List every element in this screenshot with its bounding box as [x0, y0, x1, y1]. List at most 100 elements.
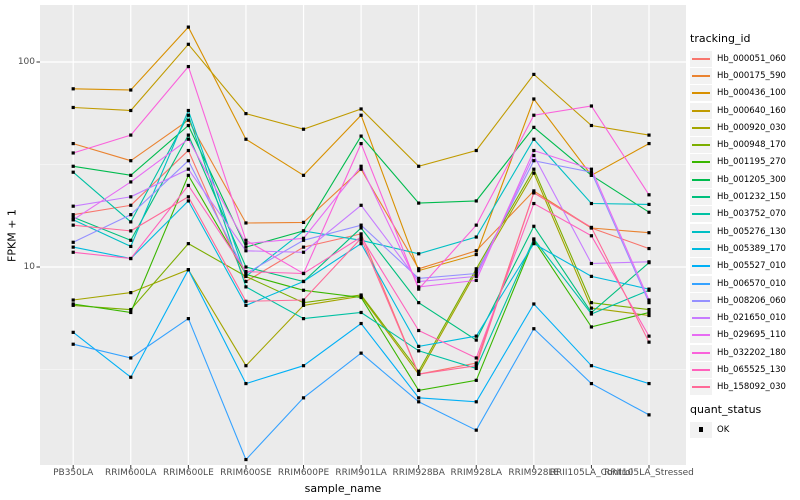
data-point-marker	[359, 242, 363, 246]
data-point-marker	[71, 223, 75, 227]
data-point-marker	[186, 113, 190, 117]
data-point-marker	[186, 137, 190, 141]
data-point-marker	[474, 148, 478, 153]
data-point-marker	[417, 201, 421, 205]
legend-entry-label: Hb_005276_130	[717, 226, 786, 237]
legend-entry-label: Hb_008206_060	[717, 295, 786, 306]
data-point-marker	[532, 189, 536, 193]
data-point-marker	[647, 334, 651, 338]
data-point-marker	[589, 261, 594, 266]
data-point-marker	[417, 372, 421, 376]
data-point-marker	[129, 356, 133, 360]
legend-entry-Hb_000436_100: Hb_000436_100	[690, 85, 798, 102]
data-point-marker	[301, 220, 306, 225]
data-point-marker	[589, 306, 594, 310]
data-point-marker	[129, 244, 133, 249]
data-point-marker	[417, 369, 421, 373]
legend-entry-Hb_001195_270: Hb_001195_270	[690, 154, 798, 171]
data-point-marker	[647, 310, 651, 315]
x-tick-label: RRIM600SE	[220, 468, 272, 478]
data-point-marker	[244, 299, 248, 303]
data-point-marker	[301, 127, 306, 131]
data-point-marker	[589, 234, 594, 238]
legend-entry-Hb_005276_130: Hb_005276_130	[690, 223, 798, 240]
data-point-marker	[244, 249, 248, 253]
data-point-marker	[129, 159, 133, 163]
data-point-marker	[647, 231, 651, 235]
data-point-marker	[71, 213, 75, 217]
legend-entry-label: Hb_029695_110	[717, 330, 786, 341]
data-point-marker	[474, 278, 478, 283]
legend-entry-ok: OK	[690, 421, 798, 438]
y-tick-label: 10	[23, 261, 35, 272]
ok-square-icon	[698, 427, 704, 432]
data-point-marker	[532, 159, 536, 163]
data-point-marker	[532, 191, 536, 195]
legend-color-key	[690, 206, 712, 223]
legend-entry-label: Hb_021650_010	[717, 313, 786, 324]
data-point-marker	[589, 301, 594, 305]
data-point-marker	[417, 396, 421, 400]
legend-color-key	[690, 102, 712, 119]
data-point-marker	[359, 310, 363, 315]
data-point-marker	[71, 302, 75, 306]
legend-entry-label: Hb_000051_060	[717, 53, 786, 64]
data-point-marker	[71, 151, 75, 155]
data-point-marker	[359, 226, 363, 230]
data-point-marker	[129, 307, 133, 312]
data-point-marker	[532, 224, 536, 228]
data-point-marker	[186, 148, 190, 153]
data-point-marker	[474, 361, 478, 365]
legend-entries: Hb_000051_060 Hb_000175_590 Hb_000436_100 H…	[690, 50, 798, 396]
data-point-marker	[647, 413, 651, 417]
legend-entry-label: Hb_003752_070	[717, 209, 786, 220]
data-point-marker	[417, 267, 421, 271]
legend-entry-label: Hb_000920_030	[717, 122, 786, 133]
data-point-marker	[359, 293, 363, 297]
data-point-marker	[589, 201, 594, 206]
data-point-marker	[186, 108, 190, 113]
legend-entry-label: Hb_000640_160	[717, 105, 786, 116]
x-tick-label: RRIM600PE	[277, 468, 330, 478]
data-point-marker	[647, 301, 651, 305]
legend-color-key	[690, 137, 712, 154]
data-point-marker	[244, 112, 248, 116]
data-point-marker	[301, 238, 306, 242]
data-point-marker	[244, 221, 248, 225]
data-point-marker	[301, 396, 306, 400]
data-point-marker	[129, 291, 133, 295]
legend-entry-Hb_006570_010: Hb_006570_010	[690, 275, 798, 292]
data-point-marker	[647, 210, 651, 214]
data-point-marker	[474, 267, 478, 271]
data-point-marker	[71, 342, 75, 346]
data-point-marker	[359, 203, 363, 207]
data-point-marker	[301, 245, 306, 249]
legend-line-swatch	[692, 57, 710, 60]
legend-line-swatch	[692, 109, 710, 112]
data-point-marker	[589, 381, 594, 386]
legend-color-key	[690, 171, 712, 188]
data-point-marker	[186, 167, 190, 171]
legend-entry-Hb_000175_590: Hb_000175_590	[690, 67, 798, 84]
data-point-marker	[186, 159, 190, 163]
data-point-marker	[532, 72, 536, 76]
legend: tracking_id Hb_000051_060 Hb_000175_590 Hb…	[690, 32, 798, 438]
legend-entry-label: Hb_000436_100	[717, 88, 786, 99]
data-point-marker	[589, 274, 594, 278]
x-tick-label: RRII105LA_Control	[549, 468, 634, 478]
legend-entry-Hb_158092_030: Hb_158092_030	[690, 379, 798, 396]
data-point-marker	[532, 113, 536, 117]
data-point-marker	[359, 236, 363, 240]
ok-marker-key	[690, 421, 712, 438]
data-point-marker	[129, 213, 133, 217]
legend-entry-Hb_000920_030: Hb_000920_030	[690, 119, 798, 136]
quant-status-legend: quant_status OK	[690, 403, 798, 438]
data-point-marker	[186, 123, 190, 128]
data-point-marker	[474, 235, 478, 239]
data-point-marker	[71, 298, 75, 302]
legend-color-key	[690, 275, 712, 292]
legend-color-key	[690, 327, 712, 344]
data-point-marker	[129, 195, 133, 199]
data-point-marker	[647, 260, 651, 264]
